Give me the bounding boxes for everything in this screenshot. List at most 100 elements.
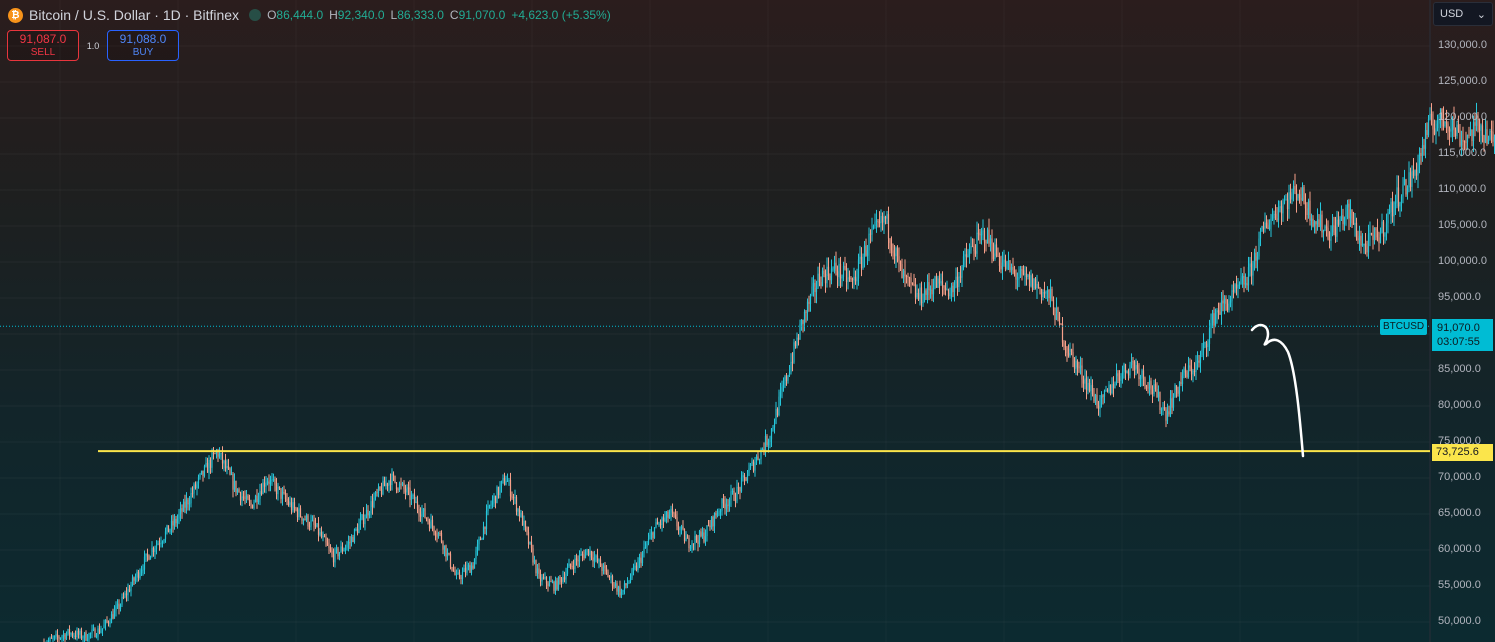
candle-body [235,480,237,493]
candle-body [373,497,375,507]
candle-body [98,628,101,633]
candle-body [200,470,203,474]
candle-body [1400,196,1403,203]
candle-body [406,487,408,493]
candle-body [1408,172,1410,188]
candle-body [370,501,372,514]
candle-body [154,548,156,552]
candle-body [467,565,470,567]
candle-body [275,484,278,495]
sell-button[interactable]: 91,087.0 SELL [7,30,79,61]
price-axis-label: 65,000.0 [1438,507,1481,519]
candle-body [1360,235,1362,246]
candle-body [136,571,138,578]
candle-body [1273,213,1275,215]
symbol-title[interactable]: Bitcoin / U.S. Dollar · 1D · Bitfinex [29,7,240,23]
candle-body [329,548,332,552]
candle-body [292,502,294,511]
candle-body [880,215,882,224]
candle-body [238,489,240,493]
candle-body [349,541,351,543]
candle-body [977,232,980,235]
candle-body [152,547,155,552]
candle-body [1222,300,1224,304]
candle-body [1351,209,1353,224]
candle-body [641,553,644,564]
candle-body [466,566,468,573]
candle-body [332,554,335,563]
candle-body [530,541,533,549]
candle-body [340,546,342,553]
candle-body [446,552,449,557]
price-axis-label: 60,000.0 [1438,543,1481,555]
candle-body [1126,371,1128,373]
candle-body [101,628,104,631]
candle-body [944,287,947,290]
candle-body [613,585,615,587]
candle-body [442,541,444,550]
buy-button[interactable]: 91,088.0 BUY [107,30,179,61]
candle-body [430,519,432,529]
candle-body [1102,395,1104,397]
candle-body [487,506,489,512]
candle-body [1096,394,1098,406]
candle-body [575,558,578,561]
candle-body [196,483,198,489]
candle-body [500,480,503,487]
candle-body [151,547,153,557]
candle-body [826,266,828,284]
candle-body [869,233,872,235]
open-value: 86,444.0 [276,8,324,22]
candle-body [260,491,263,495]
candle-body [205,462,207,467]
candle-body [1118,376,1121,381]
candle-body [269,479,272,485]
price-axis-label: 130,000.0 [1438,39,1487,51]
candle-body [1442,117,1445,127]
candle-body [1123,364,1125,372]
candle-body [1396,187,1398,203]
candle-body [698,531,701,545]
candle-body [716,514,719,516]
candle-body [1474,122,1476,126]
candle-body [130,585,132,592]
candle-body [53,635,56,638]
candle-body [457,572,459,574]
candle-body [1226,303,1229,311]
candle-body [566,567,569,574]
quantity-value[interactable]: 1.0 [86,40,100,51]
candle-body [742,475,744,478]
candle-body [95,636,98,638]
candle-body [799,324,801,340]
candle-body [997,255,999,257]
candle-body [670,508,672,515]
candle-body [1046,290,1049,292]
candle-body [673,512,675,515]
candle-body [1492,131,1494,142]
candle-body [586,549,588,553]
candle-body [674,514,677,518]
candle-body [109,623,111,625]
candle-body [1493,136,1495,142]
candle-body [1420,152,1422,157]
candle-body [74,635,77,637]
currency-select[interactable]: USD ⌄ [1433,2,1493,26]
candle-body [1055,307,1058,320]
candle-body [652,532,654,538]
candle-body [133,577,135,581]
candle-body [1003,259,1005,263]
candle-body [1438,116,1440,124]
candle-body [982,230,984,232]
candle-body [1045,291,1047,294]
candle-body [1483,135,1485,143]
candle-body [1255,252,1257,261]
candle-body [140,570,143,574]
candle-body [328,545,330,549]
candle-body [683,529,686,542]
candle-body [392,473,395,476]
candle-body [695,535,698,541]
candle-body [964,254,966,257]
candle-body [806,301,809,313]
candle-body [994,244,996,260]
